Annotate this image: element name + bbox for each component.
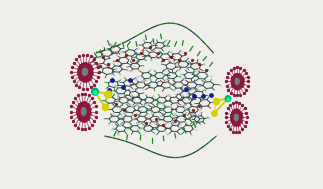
Polygon shape <box>232 75 242 88</box>
Polygon shape <box>232 110 241 124</box>
Circle shape <box>91 88 99 95</box>
Polygon shape <box>79 64 91 79</box>
Circle shape <box>225 96 231 101</box>
Polygon shape <box>78 103 89 120</box>
